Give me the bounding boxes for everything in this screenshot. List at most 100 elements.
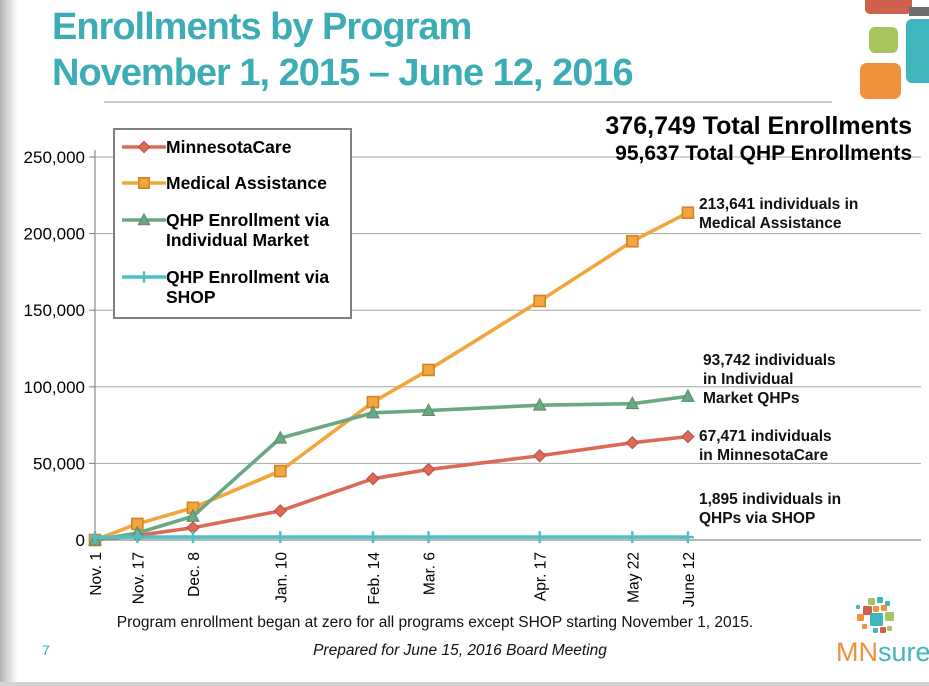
- qhp-enrollment-via-shop-marker: [186, 531, 199, 544]
- minnesotacare-marker: [366, 472, 380, 486]
- logo-tile: [880, 627, 886, 633]
- decoration-orange-square: [860, 63, 901, 99]
- qhp-enrollment-via-individual-market-marker: [421, 402, 436, 417]
- decoration-gray-bar: [909, 7, 929, 16]
- logo-tile: [885, 601, 890, 606]
- chart-legend: MinnesotaCare Medical Assistance QHP Enrol…: [113, 128, 352, 319]
- annotation-shop: 1,895 individuals in QHPs via SHOP: [699, 491, 842, 527]
- legend-item-minnesotacare: MinnesotaCare: [122, 137, 346, 158]
- x-tick-label: Dec. 8: [186, 552, 203, 597]
- logo-tile: [862, 624, 867, 629]
- legend-label: Medical Assistance: [166, 173, 327, 194]
- medical-assistance-marker: [533, 294, 546, 308]
- slide-title: Enrollments by Program November 1, 2015 …: [52, 4, 634, 96]
- minnesotacare-marker: [137, 140, 151, 154]
- qhp-enrollment-via-shop-marker: [533, 531, 546, 544]
- medical-assistance-marker: [681, 206, 695, 220]
- logo-tile: [856, 605, 860, 609]
- logo-tile: [863, 606, 872, 615]
- x-tick-label: Jan. 10: [273, 552, 290, 603]
- x-tick-label: Nov. 17: [130, 552, 147, 604]
- decoration-green-square: [869, 27, 898, 53]
- medical-assistance-marker: [137, 177, 150, 190]
- logo-tile: [887, 626, 892, 631]
- legend-item-medical-assistance: Medical Assistance: [122, 173, 346, 194]
- medical-assistance-marker: [422, 363, 435, 377]
- logo-tile: [881, 605, 887, 611]
- y-tick-label: 250,000: [24, 148, 85, 167]
- minnesotacare-line: [94, 434, 689, 542]
- decoration-red-bar: [865, 0, 912, 14]
- mnsure-logo-icon: [856, 597, 894, 633]
- x-tick-label: May 22: [625, 552, 642, 603]
- medical-assistance-marker: [626, 234, 639, 248]
- qhp-enrollment-via-shop-marker: [89, 531, 101, 544]
- legend-label: QHP Enrollment via Individual Market: [166, 209, 330, 251]
- medical-assistance-marker: [273, 464, 287, 478]
- x-tick-label: Mar. 6: [422, 552, 439, 595]
- logo-tile: [870, 613, 883, 626]
- qhp-enrollment-via-shop-marker: [626, 531, 639, 544]
- legend-label: MinnesotaCare: [166, 137, 292, 157]
- logo-tile: [873, 606, 879, 612]
- qhp-enrollment-via-individual-market-marker: [366, 405, 380, 419]
- qhp-enrollment-via-individual-market-legend-marker-icon: [122, 212, 166, 225]
- qhp-enrollment-via-individual-market-marker: [273, 430, 288, 444]
- qhp-enrollment-via-individual-market-marker: [532, 397, 547, 411]
- qhp-enrollment-via-shop-marker: [422, 531, 435, 544]
- annotation-individual-qhp: 93,742 individuals in Individual Market …: [703, 352, 836, 407]
- qhp-enrollment-via-individual-market-marker: [625, 396, 640, 410]
- qhp-enrollment-via-individual-market-marker: [681, 388, 695, 402]
- minnesotacare-marker: [273, 504, 287, 518]
- x-tick-label: Nov. 1: [88, 552, 105, 596]
- total-enrollments: 376,749 Total Enrollments: [605, 112, 912, 140]
- logo-mn: MN: [836, 637, 878, 667]
- qhp-enrollment-via-shop-marker: [366, 531, 379, 544]
- minnesotacare-marker: [681, 429, 695, 444]
- mnsure-logo: MNsure: [836, 597, 929, 672]
- mnsure-logo-text: MNsure: [836, 637, 929, 668]
- slide-left-edge-gradient: [0, 0, 18, 682]
- total-qhp-enrollments: 95,637 Total QHP Enrollments: [615, 141, 912, 165]
- prepared-note: Prepared for June 15, 2016 Board Meeting: [313, 642, 607, 659]
- logo-tile: [877, 597, 883, 603]
- qhp-enrollment-via-individual-market-line: [94, 394, 689, 542]
- annotation-minnesotacare: 67,471 individuals in MinnesotaCare: [699, 428, 832, 464]
- title-line-1: Enrollments by Program: [52, 6, 472, 48]
- y-tick-label: 200,000: [24, 225, 85, 244]
- y-tick-label: 0: [76, 531, 85, 550]
- qhp-enrollment-via-shop-marker: [274, 531, 287, 544]
- x-tick-label: Apr. 17: [533, 552, 550, 601]
- x-tick-label: June 12: [681, 552, 698, 607]
- logo-tile: [873, 628, 878, 633]
- minnesotacare-marker: [625, 436, 640, 450]
- legend-item-qhp-enrollment-via-shop: QHP Enrollment via SHOP: [122, 267, 346, 308]
- decoration-teal-bar: [906, 19, 929, 83]
- legend-label: QHP Enrollment via SHOP: [166, 266, 330, 308]
- minnesotacare-marker: [532, 449, 547, 463]
- minnesotacare-marker: [421, 462, 436, 477]
- title-line-2: November 1, 2015 – June 12, 2016: [52, 52, 634, 94]
- logo-tile: [885, 612, 894, 621]
- minnesotacare-legend-marker-icon: [122, 140, 166, 154]
- logo-tile: [857, 614, 864, 621]
- y-tick-label: 100,000: [24, 378, 85, 397]
- x-tick-label: Feb. 14: [366, 552, 383, 605]
- qhp-enrollment-via-shop-marker: [138, 271, 150, 283]
- qhp-enrollment-via-individual-market-marker: [186, 508, 200, 522]
- totals-block: 376,749 Total Enrollments 95,637 Total Q…: [605, 112, 912, 166]
- logo-tile: [868, 598, 875, 605]
- y-tick-label: 50,000: [33, 454, 85, 473]
- qhp-enrollment-via-individual-market-marker: [137, 212, 151, 225]
- logo-sure: sure: [878, 637, 929, 667]
- qhp-enrollment-via-shop-marker: [131, 531, 144, 544]
- annotation-medical-assistance: 213,641 individuals in Medical Assistanc…: [699, 196, 859, 232]
- qhp-enrollment-via-shop-marker: [681, 531, 694, 544]
- legend-item-qhp-enrollment-via-individual-market: QHP Enrollment via Individual Market: [122, 210, 346, 251]
- qhp-enrollment-via-shop-legend-marker-icon: [122, 271, 166, 283]
- y-tick-label: 150,000: [24, 301, 85, 320]
- medical-assistance-legend-marker-icon: [122, 177, 166, 190]
- header-divider: [104, 101, 832, 103]
